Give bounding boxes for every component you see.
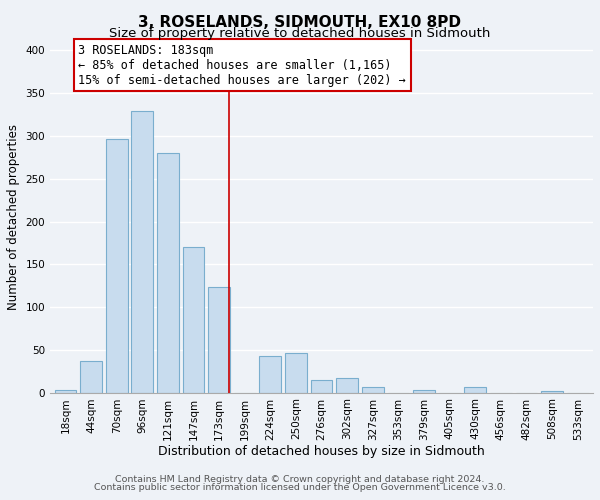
X-axis label: Distribution of detached houses by size in Sidmouth: Distribution of detached houses by size … xyxy=(158,445,485,458)
Bar xyxy=(131,111,153,392)
Bar xyxy=(362,388,383,392)
Bar xyxy=(311,380,332,392)
Bar xyxy=(208,288,230,393)
Text: Contains public sector information licensed under the Open Government Licence v3: Contains public sector information licen… xyxy=(94,483,506,492)
Bar xyxy=(55,390,76,392)
Bar xyxy=(157,153,179,392)
Text: Size of property relative to detached houses in Sidmouth: Size of property relative to detached ho… xyxy=(109,28,491,40)
Bar xyxy=(413,390,435,392)
Bar xyxy=(80,361,102,392)
Bar xyxy=(182,247,205,392)
Bar xyxy=(259,356,281,393)
Text: 3 ROSELANDS: 183sqm
← 85% of detached houses are smaller (1,165)
15% of semi-det: 3 ROSELANDS: 183sqm ← 85% of detached ho… xyxy=(78,44,406,86)
Text: 3, ROSELANDS, SIDMOUTH, EX10 8PD: 3, ROSELANDS, SIDMOUTH, EX10 8PD xyxy=(139,15,461,30)
Bar xyxy=(285,353,307,393)
Bar xyxy=(541,391,563,392)
Text: Contains HM Land Registry data © Crown copyright and database right 2024.: Contains HM Land Registry data © Crown c… xyxy=(115,475,485,484)
Bar xyxy=(106,138,128,392)
Y-axis label: Number of detached properties: Number of detached properties xyxy=(7,124,20,310)
Bar xyxy=(464,388,486,392)
Bar xyxy=(337,378,358,392)
